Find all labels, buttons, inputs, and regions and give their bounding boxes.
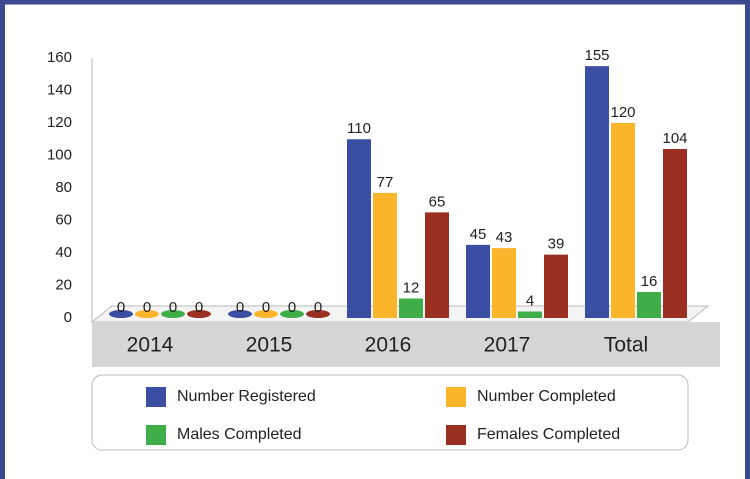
value-label: 0: [236, 299, 244, 316]
value-label: 0: [143, 299, 151, 316]
bar: [135, 310, 159, 318]
legend-label: Number Registered: [177, 388, 316, 405]
bar: [585, 66, 609, 318]
legend-swatch: [146, 387, 166, 407]
x-tick-label: 2014: [127, 334, 174, 357]
value-label: 39: [548, 236, 565, 253]
value-label: 16: [641, 273, 658, 290]
bar: [161, 310, 185, 318]
bar: [109, 310, 133, 318]
value-label: 0: [314, 299, 322, 316]
bar: [492, 248, 516, 318]
y-tick-label: 40: [55, 244, 72, 261]
x-tick-label: 2017: [484, 334, 531, 357]
bar: [373, 192, 397, 318]
y-tick-label: 0: [64, 309, 72, 326]
value-label: 155: [584, 47, 609, 64]
bar: [306, 310, 330, 318]
legend-swatch: [446, 387, 466, 407]
bar: [544, 254, 568, 318]
bar: [399, 298, 423, 318]
value-label: 0: [195, 299, 203, 316]
value-label: 12: [403, 279, 420, 296]
value-label: 0: [117, 299, 125, 316]
y-tick-label: 60: [55, 211, 72, 228]
legend-label: Number Completed: [477, 388, 616, 405]
bar: [254, 310, 278, 318]
y-tick-label: 120: [47, 114, 72, 131]
value-label: 0: [169, 299, 177, 316]
value-label: 110: [347, 120, 371, 137]
value-label: 65: [429, 193, 446, 210]
bar: [637, 292, 661, 318]
bar: [663, 149, 687, 318]
x-tick-label: Total: [604, 334, 648, 357]
bar: [611, 123, 635, 318]
legend-label: Males Completed: [177, 426, 302, 443]
category-band: [92, 322, 720, 367]
y-tick-label: 140: [47, 81, 72, 98]
x-tick-label: 2015: [246, 334, 293, 357]
bar: [187, 310, 211, 318]
value-label: 104: [662, 130, 687, 147]
value-label: 77: [377, 174, 394, 191]
x-tick-label: 2016: [365, 334, 412, 357]
value-label: 0: [262, 299, 270, 316]
legend-swatch: [146, 425, 166, 445]
bar: [425, 212, 449, 318]
y-tick-label: 100: [47, 146, 72, 163]
value-label: 43: [496, 229, 513, 246]
bar: [280, 310, 304, 318]
bar: [228, 310, 252, 318]
bar: [518, 311, 542, 318]
bar: [466, 244, 490, 318]
value-label: 0: [288, 299, 296, 316]
bar: [347, 139, 371, 318]
legend-swatch: [446, 425, 466, 445]
legend-box: [91, 374, 689, 451]
y-tick-label: 80: [55, 179, 72, 196]
legend-label: Females Completed: [477, 426, 620, 443]
value-label: 120: [610, 104, 635, 121]
value-label: 45: [470, 226, 487, 243]
value-label: 4: [526, 292, 534, 309]
y-tick-label: 160: [47, 49, 72, 66]
y-tick-label: 20: [55, 276, 72, 293]
